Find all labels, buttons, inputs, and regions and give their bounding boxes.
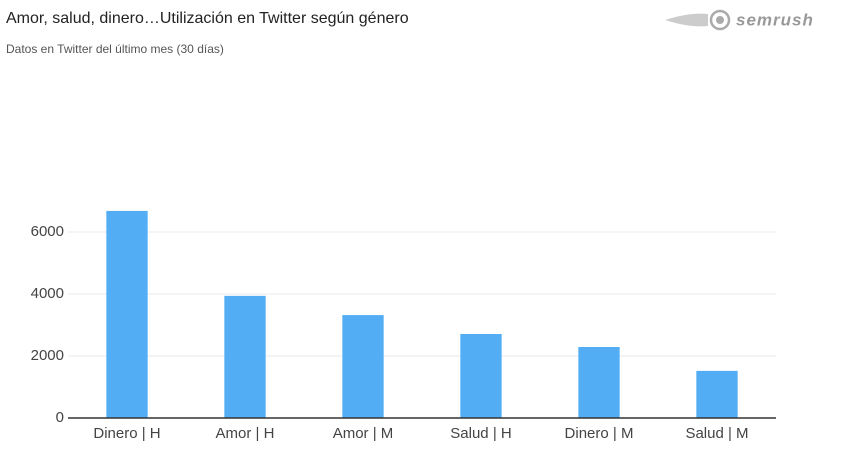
- y-tick-label: 0: [56, 409, 64, 426]
- logo-text: semrush: [736, 10, 814, 29]
- x-tick-label: Salud | M: [685, 425, 748, 442]
- chart-subtitle: Datos en Twitter del último mes (30 días…: [6, 42, 224, 56]
- x-tick-label: Dinero | M: [565, 425, 634, 442]
- bar: [696, 370, 738, 418]
- x-tick-label: Salud | H: [450, 425, 511, 442]
- bar: [578, 347, 620, 418]
- x-tick-label: Amor | M: [333, 425, 394, 442]
- y-tick-label: 4000: [31, 285, 64, 302]
- bar: [106, 210, 148, 418]
- y-tick-label: 2000: [31, 347, 64, 364]
- bar: [224, 295, 266, 418]
- chart-title: Amor, salud, dinero…Utilización en Twitt…: [6, 10, 409, 27]
- logo-icon: [665, 9, 731, 31]
- y-tick-label: 6000: [31, 223, 64, 240]
- bar: [460, 333, 502, 418]
- x-tick-label: Amor | H: [216, 425, 275, 442]
- x-tick-label: Dinero | H: [93, 425, 160, 442]
- bar: [342, 315, 384, 418]
